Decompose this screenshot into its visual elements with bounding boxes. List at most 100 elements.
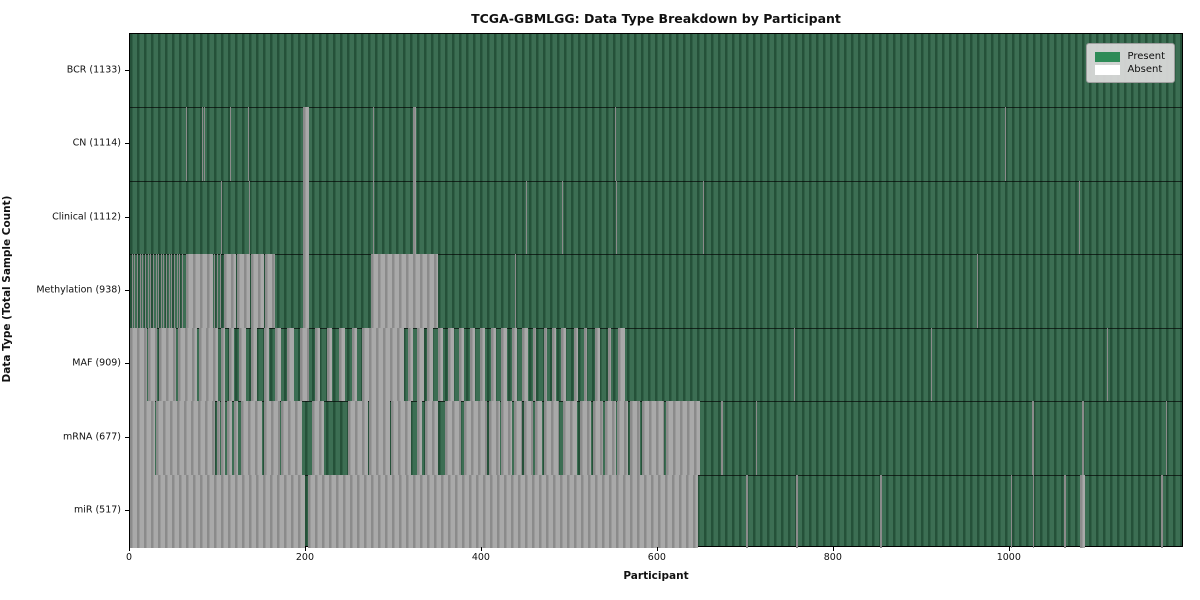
absent-stripe — [745, 474, 748, 548]
absent-stripe — [198, 327, 218, 402]
absent-stripe — [1005, 107, 1007, 181]
absent-stripe — [1079, 180, 1081, 255]
absent-stripe — [413, 107, 416, 181]
absent-stripe — [372, 180, 374, 255]
absent-stripe — [275, 327, 282, 402]
absent-stripe — [251, 327, 257, 402]
absent-stripe — [448, 327, 454, 402]
absent-stripe — [281, 401, 302, 475]
xtick-mark — [1008, 547, 1010, 551]
xtick-label: 0 — [125, 552, 133, 563]
row-separator — [130, 180, 1182, 182]
absent-stripe — [594, 327, 600, 402]
absent-stripe — [348, 401, 368, 475]
absent-stripe — [501, 401, 512, 475]
legend-label: Absent — [1127, 64, 1163, 75]
absent-stripe — [464, 401, 488, 475]
absent-stripe — [351, 327, 357, 402]
xtick-mark — [304, 547, 306, 551]
absent-stripe — [314, 327, 321, 402]
absent-stripe — [562, 401, 577, 475]
ytick-mark — [125, 216, 129, 218]
ytick-mark — [125, 69, 129, 71]
legend-swatch-absent — [1095, 64, 1121, 75]
absent-stripe — [176, 254, 178, 328]
absent-stripe — [511, 327, 518, 402]
absent-stripe — [144, 254, 146, 328]
absent-stripe — [543, 327, 548, 402]
absent-stripe — [173, 254, 175, 328]
xtick-label: 400 — [471, 552, 490, 563]
absent-stripe — [615, 180, 617, 255]
row-separator — [130, 107, 1182, 109]
absent-stripe — [605, 401, 616, 475]
ytick-label-mir: miR (517) — [73, 504, 121, 516]
absent-stripe — [219, 254, 221, 328]
absent-stripe — [263, 401, 280, 475]
absent-stripe — [148, 327, 158, 402]
absent-stripe — [168, 254, 170, 328]
absent-stripe — [152, 254, 154, 328]
row-mrna — [130, 401, 1182, 475]
legend-entry-present: Present — [1095, 51, 1165, 62]
ytick-label-mrna: mRNA (677) — [62, 431, 121, 443]
absent-stripe — [1031, 401, 1034, 475]
row-separator — [130, 254, 1182, 256]
absent-stripe — [371, 254, 438, 328]
row-bcr — [130, 34, 1182, 107]
absent-stripe — [163, 254, 165, 328]
absent-stripe — [1165, 401, 1168, 475]
absent-stripe — [721, 401, 723, 475]
absent-stripe — [307, 474, 699, 548]
absent-stripe — [1010, 474, 1013, 548]
absent-stripe — [303, 180, 309, 255]
absent-stripe — [230, 107, 232, 181]
xtick-label: 200 — [295, 552, 315, 563]
absent-stripe — [413, 180, 416, 255]
absent-stripe — [544, 401, 560, 475]
legend-label: Present — [1127, 51, 1165, 62]
ytick-label-clinical: Clinical (1112) — [52, 211, 121, 223]
absent-stripe — [239, 327, 247, 402]
xtick-mark — [656, 547, 658, 551]
absent-stripe — [186, 254, 213, 328]
row-separator — [130, 327, 1182, 329]
absent-stripe — [1106, 327, 1108, 402]
absent-stripe — [217, 254, 219, 328]
plot-area: Present Absent — [129, 33, 1183, 548]
absent-stripe — [339, 327, 345, 402]
absent-stripe — [134, 254, 136, 328]
absent-stripe — [513, 401, 523, 475]
absent-stripe — [327, 327, 333, 402]
legend: Present Absent — [1086, 43, 1175, 83]
absent-stripe — [880, 474, 883, 548]
absent-stripe — [303, 107, 309, 181]
absent-stripe — [130, 327, 147, 402]
absent-stripe — [614, 107, 616, 181]
absent-stripe — [240, 401, 262, 475]
legend-entry-absent: Absent — [1095, 64, 1165, 75]
absent-stripe — [1080, 474, 1086, 548]
ytick-mark — [125, 510, 129, 512]
absent-stripe — [522, 327, 528, 402]
absent-stripe — [150, 254, 152, 328]
absent-stripe — [247, 107, 249, 181]
ytick-label-bcr: BCR (1133) — [66, 64, 121, 76]
absent-stripe — [794, 327, 796, 402]
ytick-label-methylation: Methylation (938) — [36, 284, 121, 296]
absent-stripe — [131, 254, 133, 328]
absent-stripe — [702, 180, 704, 255]
chart-title: TCGA-GBMLGG: Data Type Breakdown by Part… — [471, 11, 841, 26]
absent-stripe — [179, 254, 181, 328]
absent-stripe — [642, 401, 665, 475]
absent-stripe — [130, 474, 306, 548]
absent-stripe — [391, 401, 411, 475]
absent-stripe — [490, 327, 496, 402]
absent-stripe — [372, 107, 374, 181]
absent-stripe — [139, 254, 141, 328]
absent-stripe — [221, 327, 225, 402]
absent-stripe — [592, 401, 604, 475]
absent-stripe — [618, 327, 626, 402]
ytick-mark — [125, 290, 129, 291]
